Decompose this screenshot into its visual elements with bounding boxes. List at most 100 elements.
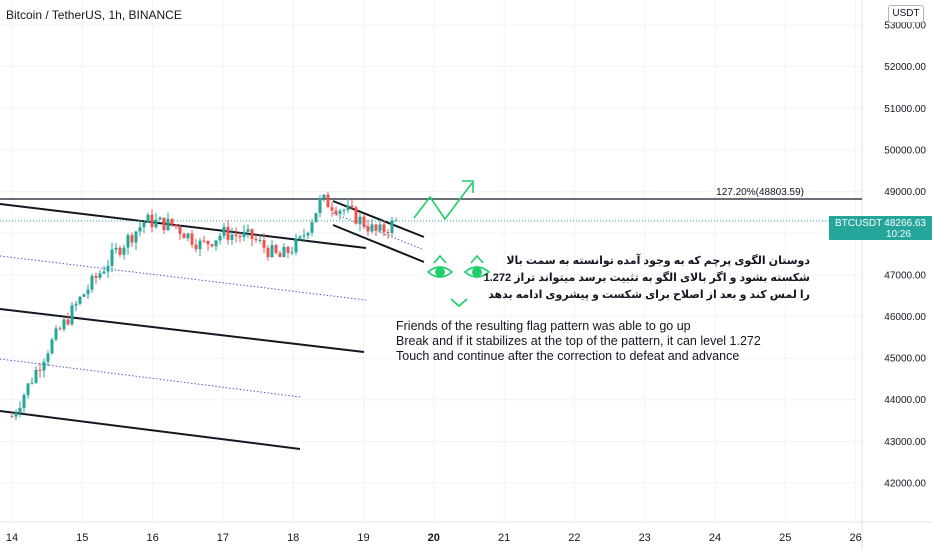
candle-body [94, 275, 98, 278]
time-tick-label: 17 [217, 532, 229, 544]
candle-body [114, 247, 118, 250]
candle-body [78, 296, 82, 304]
candle-body [294, 238, 298, 253]
time-tick-label: 26 [849, 532, 861, 544]
candle-body [122, 247, 126, 255]
candle-body [362, 216, 366, 227]
candle-body [270, 245, 274, 258]
candle-body [238, 235, 242, 238]
candle-body [30, 382, 34, 384]
candle-body [46, 353, 50, 362]
trendlines [0, 200, 425, 450]
time-tick-label: 16 [146, 532, 158, 544]
price-tick-label: 51000.00 [884, 104, 926, 115]
time-axis[interactable]: 14 15 16 17 18 19 20 21 22 23 24 25 26 [0, 521, 932, 544]
candle-body [306, 232, 310, 236]
time-tick-label: 23 [639, 532, 651, 544]
candle-body [354, 207, 358, 224]
candle-body [142, 222, 146, 228]
time-tick-label: 20 [428, 532, 440, 544]
candle-body [346, 205, 350, 211]
candle-body [382, 224, 386, 232]
candle-body [22, 395, 26, 408]
price-tag-countdown: 10:26 [886, 229, 912, 240]
candle-body [90, 275, 94, 290]
time-tick-label: 25 [779, 532, 791, 544]
price-tick-label: 44000.00 [884, 395, 926, 406]
candle-body [314, 213, 318, 223]
time-tick-label: 24 [709, 532, 721, 544]
candle-body [326, 194, 330, 208]
candle-body [174, 224, 178, 227]
candle-body [278, 253, 282, 258]
price-tick-label: 46000.00 [884, 312, 926, 323]
persian-note-line-3: را لمس کند و بعد از اصلاح برای شکست و پی… [488, 289, 810, 301]
candle-body [110, 249, 114, 266]
candle-body [334, 210, 338, 214]
candle-body [74, 303, 78, 306]
candle-body [150, 214, 154, 228]
candle-body [198, 240, 202, 250]
candle-body [330, 207, 334, 211]
candle-body [210, 244, 214, 247]
candle-body [106, 265, 110, 272]
candle-body [50, 339, 54, 354]
face-drawing [426, 254, 491, 308]
candle-body [350, 205, 354, 208]
candle-body [370, 224, 374, 232]
candle-body [242, 231, 246, 238]
left-eye-icon [426, 254, 454, 278]
candle-body [310, 222, 314, 233]
candle-body [290, 252, 294, 254]
channel-top-line [0, 203, 367, 249]
candle-body [38, 369, 42, 371]
candle-body [162, 217, 166, 231]
symbol-title[interactable]: Bitcoin / TetherUS, 1h, BINANCE [6, 8, 182, 22]
candle-body [230, 234, 234, 240]
projection-arrowhead [462, 180, 474, 193]
candle-body [54, 328, 58, 340]
time-tick-label: 14 [6, 532, 18, 544]
mouth-icon [450, 298, 468, 308]
candle-body [182, 233, 186, 239]
price-axis[interactable]: 53000.00 52000.00 51000.00 50000.00 49000.00… [861, 0, 926, 550]
price-tick-label: 43000.00 [884, 437, 926, 448]
candles [10, 191, 398, 421]
candle-body [66, 319, 70, 325]
price-tick-label: 52000.00 [884, 62, 926, 73]
candle-body [206, 240, 210, 245]
flag-bottom-line [332, 224, 425, 263]
persian-note-line-2: شکسته بشود و اگر بالای الگو به تثبیت برس… [483, 272, 810, 284]
english-note-line-1: Friends of the resulting flag pattern wa… [396, 319, 691, 333]
candle-body [18, 407, 22, 413]
time-tick-label: 21 [498, 532, 510, 544]
candle-body [130, 235, 134, 243]
candle-body [258, 240, 262, 242]
price-tick-label: 47000.00 [884, 270, 926, 281]
candle-body [34, 369, 38, 383]
candle-body [118, 247, 122, 255]
price-tick-label: 50000.00 [884, 145, 926, 156]
candle-body [102, 271, 106, 274]
channel-bottom-line [0, 410, 301, 450]
time-tick-label: 22 [568, 532, 580, 544]
price-tick-label: 45000.00 [884, 354, 926, 365]
candle-body [358, 216, 362, 224]
candle-body [214, 240, 218, 247]
candle-body [342, 210, 346, 212]
candle-body [218, 235, 222, 241]
candle-body [302, 235, 306, 237]
candle-body [14, 412, 18, 417]
english-note-line-3: Touch and continue after the correction … [396, 349, 740, 363]
candle-body [298, 236, 302, 239]
price-tick-label: 53000.00 [884, 21, 926, 32]
projection-path [413, 182, 473, 221]
channel-mid-line [0, 308, 365, 353]
time-tick-label: 18 [287, 532, 299, 544]
candle-body [70, 305, 74, 325]
candle-body [338, 210, 342, 214]
currency-button[interactable]: USDT [888, 5, 924, 23]
projection-arrow [413, 180, 474, 221]
last-price-tag: BTCUSDT 48266.63 10:26 [829, 216, 932, 240]
